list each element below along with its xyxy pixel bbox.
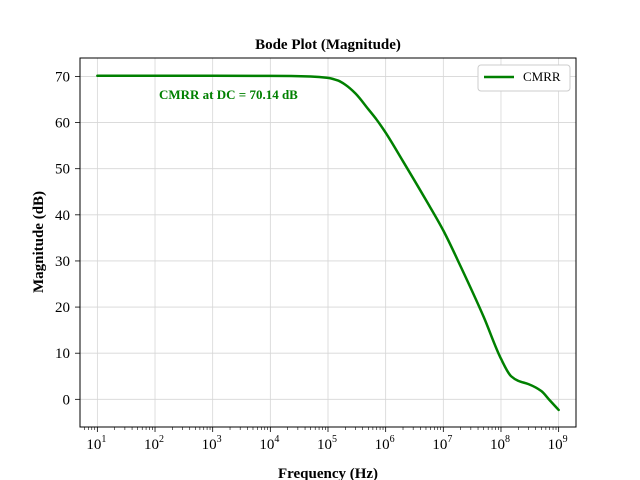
chart-title: Bode Plot (Magnitude) [255,37,401,53]
x-tick-label: 105 [317,434,337,453]
y-axis-label: Magnitude (dB) [31,191,47,293]
x-tick-exponent: 1 [101,434,106,445]
axis-ticks: 101 102 103 104 105 106 107 108 1090102030405060… [55,69,568,453]
x-tick-base: 10 [317,437,332,453]
y-tick-label: 50 [55,162,70,178]
x-tick-exponent: 7 [447,434,452,445]
series-layer [96,74,560,412]
x-tick-label: 103 [202,434,222,453]
x-tick-exponent: 2 [159,434,164,445]
legend-box [477,64,571,92]
y-tick-label: 40 [55,208,70,224]
annotation-cmrr-dc: CMRR at DC = 70.14 dB [159,87,298,102]
x-tick-label: 107 [432,434,452,453]
x-tick-exponent: 5 [332,434,337,445]
x-tick-label: 101 [86,434,106,453]
x-tick-base: 10 [86,437,101,453]
x-tick-base: 10 [375,437,390,453]
legend-label-cmrr: CMRR [523,69,561,84]
x-tick-label: 106 [375,434,395,453]
x-tick-exponent: 4 [274,434,279,445]
y-tick-label: 60 [55,116,70,132]
x-tick-exponent: 9 [563,434,568,445]
x-tick-exponent: 3 [217,434,222,445]
x-tick-label: 108 [490,434,510,453]
y-tick-label: 70 [55,69,70,85]
x-tick-base: 10 [144,437,159,453]
x-tick-exponent: 8 [505,434,510,445]
x-tick-base: 10 [432,437,447,453]
x-tick-base: 10 [202,437,217,453]
legend: CMRR [477,64,571,92]
series-line-cmrr [96,74,560,412]
grid-lines [80,58,576,427]
y-tick-label: 0 [63,392,71,408]
x-tick-label: 102 [144,434,164,453]
y-tick-label: 20 [55,300,70,316]
x-tick-label: 104 [259,434,279,453]
x-tick-base: 10 [548,437,563,453]
y-tick-label: 30 [55,254,70,270]
x-tick-base: 10 [490,437,505,453]
x-axis-label: Frequency (Hz) [278,466,378,480]
x-tick-base: 10 [259,437,274,453]
x-tick-label: 109 [548,434,568,453]
x-tick-exponent: 6 [390,434,395,445]
y-tick-label: 10 [55,346,70,362]
